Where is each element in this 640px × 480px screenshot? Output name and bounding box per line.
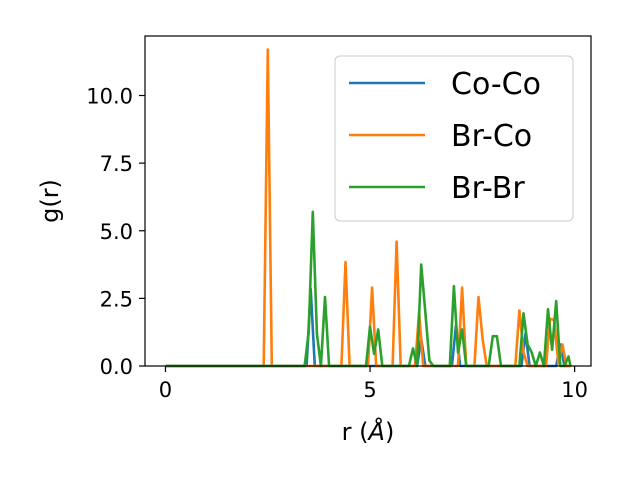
y-axis-label: g(r) <box>36 179 64 223</box>
x-tick-label: 0 <box>159 378 172 402</box>
x-axis-label-suffix: ) <box>385 418 394 446</box>
legend-label-br-br: Br-Br <box>451 171 525 206</box>
y-tick-label: 2.5 <box>100 287 133 311</box>
x-axis-label-unit: Å <box>367 417 385 446</box>
x-axis-label-prefix: r ( <box>342 418 369 446</box>
series-line-br-co <box>165 48 571 368</box>
x-axis-label: r (Å) <box>342 417 395 446</box>
x-tick-label: 5 <box>363 378 376 402</box>
axes-frame <box>144 35 592 367</box>
y-tick-label: 10.0 <box>86 85 133 109</box>
legend-box <box>334 55 574 222</box>
x-axis: 0 5 10 <box>159 366 588 402</box>
y-tick-label: 7.5 <box>100 152 133 176</box>
x-tick-label: 10 <box>561 378 588 402</box>
y-tick-label: 5.0 <box>100 220 133 244</box>
legend-label-br-co: Br-Co <box>451 119 532 154</box>
legend: Co-Co Br-Co Br-Br <box>334 55 574 222</box>
y-axis: 0.0 2.5 5.0 7.5 10.0 <box>86 85 145 379</box>
legend-label-co-co: Co-Co <box>451 67 541 102</box>
y-tick-label: 0.0 <box>100 355 133 379</box>
